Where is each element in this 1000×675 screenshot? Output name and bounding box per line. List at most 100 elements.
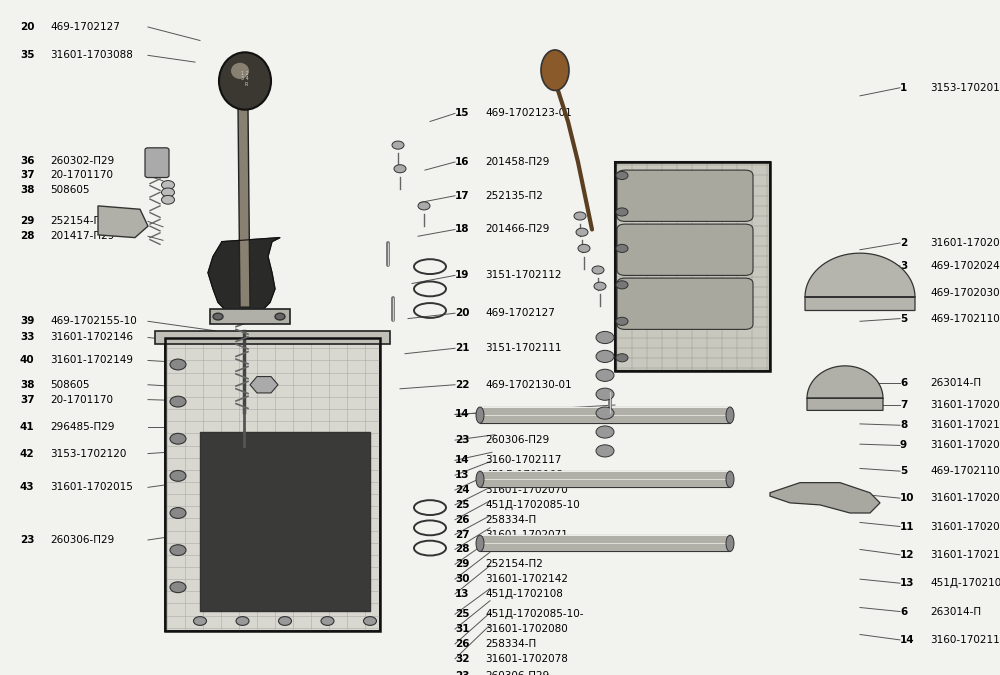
- Text: 469-1702130-01: 469-1702130-01: [485, 380, 572, 389]
- Text: 31601-1702038: 31601-1702038: [930, 441, 1000, 450]
- Text: 30: 30: [455, 574, 470, 584]
- Text: 31601-1702084: 31601-1702084: [930, 400, 1000, 410]
- Ellipse shape: [170, 359, 186, 370]
- Text: 28: 28: [20, 232, 34, 241]
- Text: 6: 6: [900, 379, 907, 388]
- Polygon shape: [98, 206, 148, 238]
- Text: 17: 17: [455, 191, 470, 200]
- Text: 201417-П29: 201417-П29: [50, 232, 114, 241]
- Text: 23: 23: [455, 435, 470, 445]
- Ellipse shape: [418, 202, 430, 210]
- Text: 469-1702024-12: 469-1702024-12: [930, 261, 1000, 271]
- Text: 258334-П: 258334-П: [485, 515, 536, 524]
- Text: 27: 27: [455, 530, 470, 539]
- Ellipse shape: [162, 188, 175, 197]
- Text: 43: 43: [20, 483, 35, 492]
- Polygon shape: [200, 432, 370, 611]
- Ellipse shape: [616, 317, 628, 325]
- Text: 31601-1702015: 31601-1702015: [50, 483, 133, 492]
- Text: 38: 38: [20, 380, 34, 389]
- Text: 31601-1702050: 31601-1702050: [930, 493, 1000, 503]
- FancyBboxPatch shape: [210, 309, 290, 324]
- Text: 31601-1702070: 31601-1702070: [485, 485, 568, 495]
- Text: 32: 32: [455, 654, 470, 664]
- Ellipse shape: [596, 426, 614, 438]
- Polygon shape: [165, 338, 380, 631]
- Ellipse shape: [275, 313, 285, 320]
- Text: 3160-1702117: 3160-1702117: [485, 410, 561, 419]
- Text: 201458-П29: 201458-П29: [485, 157, 549, 167]
- Text: 11: 11: [900, 522, 914, 531]
- Text: 40: 40: [20, 356, 35, 365]
- Text: 20: 20: [455, 308, 470, 318]
- Text: 31601-1702071: 31601-1702071: [485, 530, 568, 539]
- Ellipse shape: [616, 281, 628, 289]
- Text: 31601-1702040: 31601-1702040: [930, 238, 1000, 248]
- Ellipse shape: [162, 181, 175, 189]
- Text: 469-1702110: 469-1702110: [930, 314, 1000, 323]
- Text: 201466-П29: 201466-П29: [485, 225, 549, 234]
- Text: 10: 10: [900, 493, 914, 503]
- FancyBboxPatch shape: [617, 224, 753, 275]
- Ellipse shape: [170, 508, 186, 518]
- Text: 3151-1702111: 3151-1702111: [485, 344, 562, 353]
- Ellipse shape: [596, 350, 614, 362]
- Text: 31601-1702146: 31601-1702146: [50, 333, 133, 342]
- Ellipse shape: [594, 282, 606, 290]
- Text: 14: 14: [900, 635, 915, 645]
- Text: 2: 2: [900, 238, 907, 248]
- Ellipse shape: [219, 53, 271, 110]
- Text: 252135-П2: 252135-П2: [485, 191, 543, 200]
- Polygon shape: [238, 108, 250, 307]
- Ellipse shape: [616, 171, 628, 180]
- Text: 37: 37: [20, 171, 35, 180]
- Text: 252154-П2: 252154-П2: [50, 217, 108, 226]
- Text: 23: 23: [455, 672, 470, 675]
- Polygon shape: [250, 377, 278, 393]
- Text: 31601-1703088: 31601-1703088: [50, 51, 133, 60]
- Text: 451Д-1702108: 451Д-1702108: [485, 589, 563, 599]
- Text: 296485-П29: 296485-П29: [50, 422, 114, 431]
- Ellipse shape: [476, 407, 484, 423]
- Text: 260306-П29: 260306-П29: [50, 535, 114, 545]
- Text: 508605: 508605: [50, 186, 90, 195]
- Text: 20-1701170: 20-1701170: [50, 171, 113, 180]
- Text: 5: 5: [900, 314, 907, 323]
- Text: 19: 19: [455, 271, 469, 280]
- FancyBboxPatch shape: [617, 170, 753, 221]
- Ellipse shape: [213, 313, 223, 320]
- Text: 3153-1702120: 3153-1702120: [50, 449, 126, 458]
- Text: 451Д-1702108: 451Д-1702108: [485, 470, 563, 480]
- Polygon shape: [208, 238, 280, 314]
- Ellipse shape: [170, 433, 186, 444]
- Ellipse shape: [596, 388, 614, 400]
- Text: 31: 31: [455, 624, 470, 634]
- Text: 451Д-1702085-10-: 451Д-1702085-10-: [485, 610, 584, 619]
- Text: 9: 9: [900, 441, 907, 450]
- Text: 31601-1702109: 31601-1702109: [930, 550, 1000, 560]
- Ellipse shape: [541, 50, 569, 90]
- Ellipse shape: [364, 617, 376, 625]
- Ellipse shape: [726, 407, 734, 423]
- FancyBboxPatch shape: [615, 162, 770, 371]
- Text: 1: 1: [900, 83, 907, 92]
- Text: 31601-1702078: 31601-1702078: [485, 654, 568, 664]
- Text: 263014-П: 263014-П: [930, 379, 981, 388]
- Ellipse shape: [592, 266, 604, 274]
- Ellipse shape: [616, 354, 628, 362]
- Ellipse shape: [596, 369, 614, 381]
- Text: 7: 7: [900, 400, 907, 410]
- Text: 36: 36: [20, 156, 34, 165]
- Text: 3: 3: [900, 261, 907, 271]
- Text: 508605: 508605: [50, 380, 90, 389]
- Text: 29: 29: [20, 217, 34, 226]
- Text: 260306-П29: 260306-П29: [485, 435, 549, 445]
- Text: 35: 35: [20, 51, 34, 60]
- Text: 3160-1702117: 3160-1702117: [930, 635, 1000, 645]
- Text: 15: 15: [455, 109, 470, 118]
- Polygon shape: [770, 483, 880, 513]
- Text: 201417-П29: 201417-П29: [485, 545, 549, 554]
- Text: 469-1702127: 469-1702127: [50, 22, 120, 32]
- Text: 20-1701170: 20-1701170: [50, 395, 113, 404]
- Ellipse shape: [170, 470, 186, 481]
